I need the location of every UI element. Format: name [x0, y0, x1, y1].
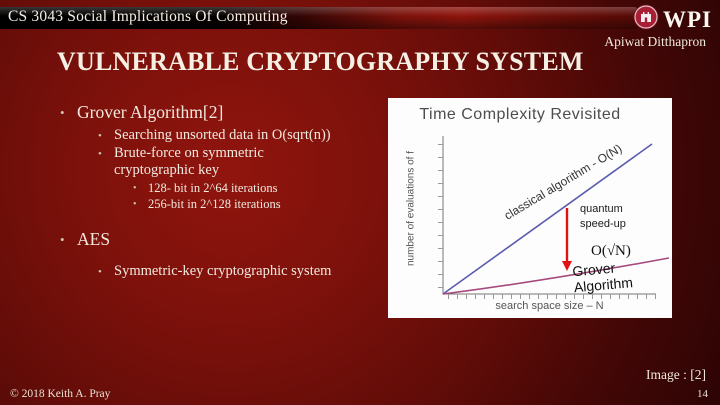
list-item: • Brute-force on symmetric cryptographic… [98, 145, 390, 179]
y-axis-label: number of evaluations of f [405, 150, 417, 267]
quantum-speedup-label: quantum speed-up [580, 203, 626, 230]
bullet-list: • Grover Algorithm[2] • Searching unsort… [60, 102, 390, 280]
list-item: • 128- bit in 2^64 iterations [133, 181, 390, 196]
list-item: • Searching unsorted data in O(sqrt(n)) [98, 127, 390, 144]
bullet-icon: • [133, 199, 137, 210]
speed-up-arrow-head [562, 261, 572, 271]
wpi-seal-icon [633, 4, 659, 35]
list-item-label: Brute-force on symmetric cryptographic k… [114, 145, 264, 178]
list-item: • Grover Algorithm[2] [60, 102, 390, 123]
list-item: • 256-bit in 2^128 iterations [133, 197, 390, 212]
bullet-icon: • [98, 130, 102, 142]
list-item-label: Grover Algorithm[2] [77, 102, 224, 122]
list-item-label: Symmetric-key cryptographic system [114, 263, 332, 279]
author-name: Apiwat Ditthapron [604, 34, 706, 49]
chart-plot-area [438, 136, 670, 299]
grover-complexity-label: O(√N) [591, 243, 631, 259]
bullet-icon: • [60, 105, 65, 120]
image-credit: Image : [2] [646, 367, 706, 382]
copyright: © 2018 Keith A. Pray [10, 388, 111, 400]
list-item-label: 128- bit in 2^64 iterations [148, 181, 278, 195]
slide-title: VULNERABLE CRYPTOGRAPHY SYSTEM [57, 47, 584, 76]
time-complexity-chart: Time Complexity Revisited classical algo… [388, 98, 672, 318]
list-item-label: 256-bit in 2^128 iterations [148, 197, 281, 211]
bullet-icon: • [98, 266, 102, 278]
bullet-icon: • [60, 232, 65, 247]
series-line-linear [442, 143, 653, 295]
series-line-sqrt [442, 257, 670, 295]
bullet-icon: • [133, 183, 137, 194]
wpi-logo: WPI [633, 4, 712, 35]
bullet-icon: • [98, 148, 102, 160]
x-axis-label: search space size – N [495, 300, 604, 312]
page-number: 14 [697, 388, 708, 400]
header-band [0, 7, 640, 29]
list-item: • AES [60, 229, 390, 250]
course-title: CS 3043 Social Implications Of Computing [8, 8, 288, 25]
chart-title: Time Complexity Revisited [419, 106, 621, 123]
list-item-label: Searching unsorted data in O(sqrt(n)) [114, 127, 331, 143]
list-item: • Symmetric-key cryptographic system [98, 263, 390, 280]
list-item-label: AES [77, 229, 111, 249]
wpi-logo-text: WPI [663, 6, 712, 32]
